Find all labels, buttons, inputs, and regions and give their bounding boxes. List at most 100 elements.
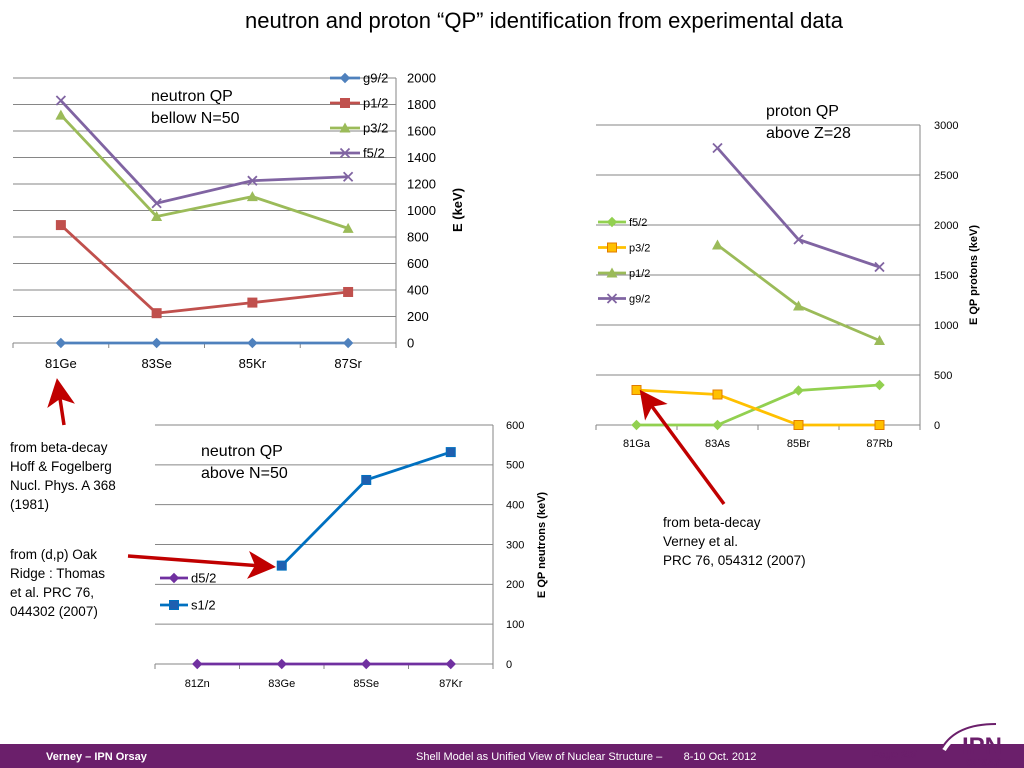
- data-point: [342, 222, 354, 233]
- data-point: [55, 337, 67, 349]
- y-axis-title: E QP protons (keV): [968, 225, 980, 325]
- footer-conference: Shell Model as Unified View of Nuclear S…: [416, 751, 757, 763]
- y-tick-label: 2500: [934, 170, 958, 182]
- data-point: [445, 658, 456, 670]
- data-point: [793, 385, 804, 396]
- data-point: [712, 389, 723, 400]
- legend-marker: [606, 267, 618, 278]
- y-tick-label: 200: [506, 579, 524, 591]
- series-f5-2: [55, 95, 354, 209]
- data-point: [55, 220, 66, 231]
- legend-label: p1/2: [363, 96, 388, 111]
- data-point: [247, 297, 258, 308]
- label-neutron-below-n50: neutron QP bellow N=50: [151, 88, 240, 127]
- data-point: [361, 474, 372, 485]
- legend-marker: [340, 98, 350, 108]
- x-tick-label: 81Ga: [623, 438, 651, 450]
- footer-author: Verney – IPN Orsay: [46, 751, 147, 763]
- legend-marker: [339, 147, 351, 159]
- data-point: [874, 379, 885, 391]
- series-f5-2: [631, 379, 885, 431]
- source-left-dp: from (d,p) Oak Ridge : Thomas et al. PRC…: [10, 547, 106, 619]
- data-point: [55, 95, 67, 106]
- y-tick-label: 1800: [407, 97, 436, 112]
- y-tick-label: 400: [506, 500, 524, 512]
- x-tick-label: 83As: [705, 438, 731, 450]
- legend: f5/2 p3/2 p1/2 g9/2: [598, 216, 650, 305]
- x-tick-label: 85Kr: [239, 356, 267, 371]
- data-point: [793, 300, 804, 311]
- legend-marker: [339, 122, 351, 133]
- data-point: [246, 191, 258, 202]
- y-tick-label: 0: [934, 420, 940, 432]
- data-point: [712, 419, 723, 431]
- data-point: [874, 261, 885, 273]
- arrow-to-81ge: [47, 378, 75, 426]
- source-left-beta-decay: from beta-decay Hoff & Fogelberg Nucl. P…: [10, 440, 116, 512]
- data-point: [151, 308, 162, 319]
- footer-bar: Verney – IPN Orsay Shell Model as Unifie…: [0, 744, 1024, 768]
- legend-marker: [169, 600, 179, 610]
- x-tick-label: 85Br: [787, 438, 811, 450]
- y-tick-label: 400: [407, 283, 429, 298]
- y-tick-label: 1200: [407, 177, 436, 192]
- legend-label: p3/2: [629, 242, 650, 254]
- y-tick-label: 600: [407, 256, 429, 271]
- y-tick-label: 2000: [934, 220, 958, 232]
- x-tick-label: 83Se: [141, 356, 171, 371]
- y-tick-label: 200: [407, 309, 429, 324]
- series-g9-2: [712, 142, 885, 273]
- legend-label: p3/2: [363, 121, 388, 136]
- y-tick-label: 0: [407, 336, 414, 351]
- y-tick-label: 300: [506, 539, 524, 551]
- page-number: Page 25/: [872, 749, 917, 761]
- series-g9-2: [55, 337, 354, 349]
- data-point: [445, 447, 456, 458]
- data-point: [247, 337, 258, 349]
- data-point: [342, 171, 354, 182]
- series-p3-2: [631, 385, 885, 430]
- y-tick-label: 1000: [934, 320, 958, 332]
- slide-title: neutron and proton “QP” identification f…: [245, 8, 843, 33]
- x-tick-label: 85Se: [353, 678, 379, 690]
- y-tick-label: 100: [506, 619, 524, 631]
- y-tick-label: 1500: [934, 270, 958, 282]
- data-point: [874, 420, 885, 430]
- y-tick-label: 1000: [407, 203, 436, 218]
- y-tick-label: 800: [407, 230, 429, 245]
- ipn-orsay-logo: IPN ORSAY: [941, 723, 1002, 768]
- legend-marker: [168, 572, 180, 584]
- series-p1-2: [712, 239, 885, 345]
- arrow-to-81ga: [639, 389, 726, 506]
- series-d5-2: [192, 658, 456, 670]
- y-tick-label: 3000: [934, 120, 958, 132]
- x-tick-label: 87Kr: [439, 678, 463, 690]
- legend-marker: [606, 293, 618, 304]
- data-point: [342, 337, 354, 349]
- series-line: [636, 388, 880, 427]
- data-point: [151, 198, 162, 209]
- y-tick-label: 1600: [407, 124, 436, 139]
- logo-text: IPN: [962, 733, 1002, 760]
- legend-label: g9/2: [629, 293, 650, 305]
- y-tick-label: 1400: [407, 150, 436, 165]
- data-point: [712, 239, 723, 250]
- data-point: [874, 335, 885, 345]
- legend-label: p1/2: [629, 268, 650, 280]
- data-point: [276, 560, 287, 571]
- data-point: [247, 175, 258, 186]
- x-tick-label: 87Sr: [334, 356, 362, 371]
- source-right-beta-decay: from beta-decay Verney et al. PRC 76, 05…: [663, 515, 806, 568]
- legend-label: s1/2: [191, 598, 216, 613]
- y-axis-title: E QP neutrons (keV): [536, 492, 548, 598]
- data-point: [343, 286, 354, 297]
- legend-label: f5/2: [629, 217, 647, 229]
- legend: d5/2 s1/2: [160, 571, 216, 613]
- arrow-to-83ge: [127, 550, 276, 579]
- logo-subtext: ORSAY: [966, 758, 1001, 768]
- series-line: [59, 114, 349, 230]
- data-point: [793, 234, 804, 245]
